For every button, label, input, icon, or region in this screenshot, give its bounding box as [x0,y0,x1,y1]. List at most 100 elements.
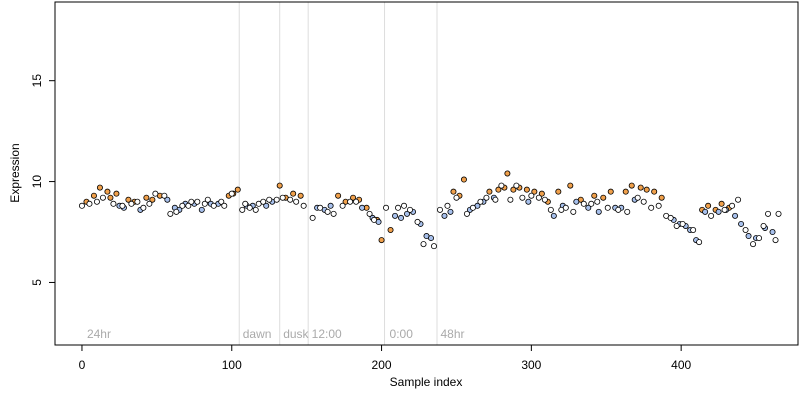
data-point [756,235,763,242]
data-point [679,220,686,227]
x-tick-label: 200 [372,358,392,372]
data-point [580,200,587,207]
data-point [188,198,195,205]
data-point [152,190,159,197]
data-point [414,218,421,225]
data-point [290,190,297,197]
data-point [528,192,535,199]
data-point [495,186,502,193]
event-label: 48hr [440,327,464,341]
data-point [194,198,201,205]
data-point [119,202,126,209]
data-point [444,202,451,209]
data-point [640,198,647,205]
data-point [353,198,360,205]
data-point [735,196,742,203]
data-point [622,188,629,195]
data-point [266,196,273,203]
data-point [742,226,749,233]
data-point [173,208,180,215]
data-point [398,214,405,221]
data-point [463,210,470,217]
data-point [427,235,434,242]
data-point [492,196,499,203]
data-point [708,212,715,219]
data-point [655,202,662,209]
data-point [407,206,414,213]
data-point [234,186,241,193]
data-point [585,204,592,211]
plot-frame [54,1,799,346]
data-point [750,241,757,248]
data-point [392,212,399,219]
data-point [104,188,111,195]
data-point [436,206,443,213]
data-point [715,208,722,215]
data-point [721,206,728,213]
data-point [447,208,454,215]
data-point [667,214,674,221]
data-point [287,196,294,203]
data-point [260,198,267,205]
data-point [93,198,100,205]
data-point [350,194,357,201]
data-points [78,170,782,250]
data-point [395,204,402,211]
data-point [541,196,548,203]
data-point [634,194,641,201]
data-point [99,194,106,201]
data-point [550,212,557,219]
event-label: dawn [243,327,272,341]
data-point [140,204,147,211]
event-label: 12:00 [312,327,342,341]
data-point [128,200,135,207]
data-point [519,194,526,201]
data-point [125,196,132,203]
y-axis-label: Expression [8,143,22,202]
data-point [486,188,493,195]
data-point [420,241,427,248]
data-point [324,208,331,215]
data-point [628,182,635,189]
data-point [477,198,484,205]
data-point [339,202,346,209]
data-point [279,194,286,201]
data-point [615,206,622,213]
data-point [769,229,776,236]
data-point [221,202,228,209]
data-point [146,200,153,207]
data-point [696,239,703,246]
data-point [648,204,655,211]
data-point [562,204,569,211]
x-axis: 0 100 200 300 400 [79,344,691,372]
data-point [760,222,767,229]
data-point [143,194,150,201]
data-point [460,176,467,183]
data-point [441,212,448,219]
data-point [547,206,554,213]
data-point [263,202,270,209]
data-point [86,200,93,207]
data-point [651,188,658,195]
x-tick-label: 400 [671,358,691,372]
data-point [702,208,709,215]
data-point [535,194,542,201]
y-axis: 5 10 15 [30,74,56,286]
data-point [513,182,520,189]
data-point [643,186,650,193]
y-tick-label: 10 [30,175,44,189]
data-point [90,192,97,199]
data-point [252,206,259,213]
data-point [198,206,205,213]
data-point [210,202,217,209]
data-point [594,198,601,205]
data-point [555,188,562,195]
data-point [327,202,334,209]
data-point [347,198,354,205]
data-point [96,184,103,191]
data-point [387,226,394,233]
x-tick-label: 300 [521,358,541,372]
data-point [570,208,577,215]
